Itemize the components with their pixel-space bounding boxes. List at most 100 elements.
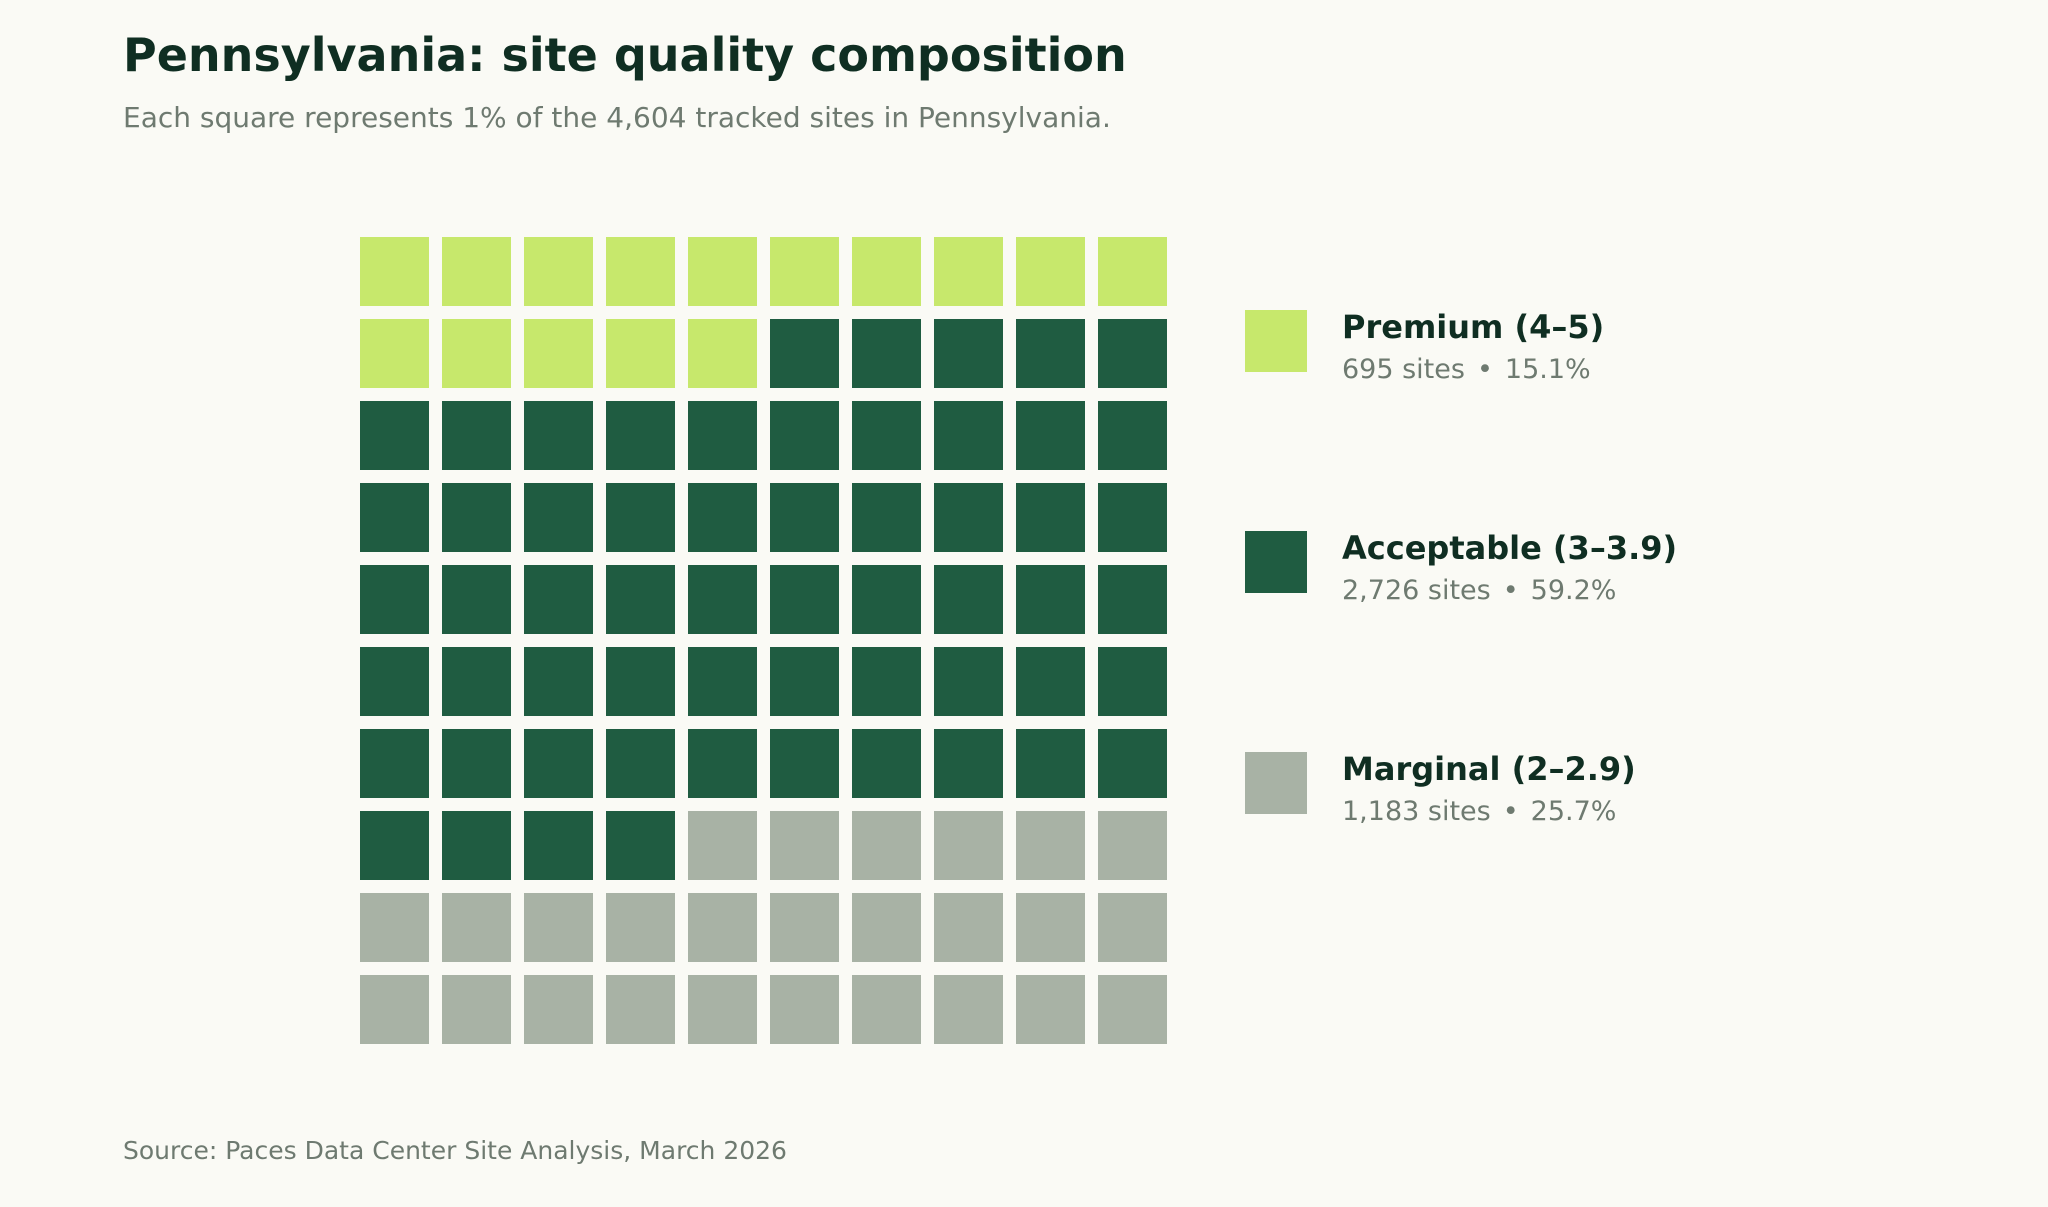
waffle-square-acceptable [1016,401,1085,470]
waffle-square-acceptable [606,647,675,716]
waffle-square-premium [360,237,429,306]
legend-label-acceptable: Acceptable (3–3.9) [1342,529,1678,567]
waffle-square-marginal [934,811,1003,880]
waffle-square-premium [442,237,511,306]
waffle-square-acceptable [852,401,921,470]
waffle-square-acceptable [524,811,593,880]
waffle-square-acceptable [934,647,1003,716]
waffle-square-acceptable [770,483,839,552]
waffle-square-acceptable [606,729,675,798]
waffle-grid [360,237,1167,1044]
waffle-square-acceptable [360,401,429,470]
waffle-square-acceptable [770,647,839,716]
waffle-square-marginal [770,975,839,1044]
waffle-square-premium [360,319,429,388]
legend-swatch-acceptable [1245,531,1307,593]
waffle-square-acceptable [852,565,921,634]
waffle-square-marginal [524,893,593,962]
legend-percent-acceptable: 59.2% [1530,575,1617,606]
waffle-square-acceptable [1016,729,1085,798]
waffle-square-acceptable [606,565,675,634]
chart-title: Pennsylvania: site quality composition [123,28,1127,82]
waffle-square-acceptable [360,565,429,634]
waffle-square-premium [1098,237,1167,306]
waffle-square-acceptable [688,565,757,634]
waffle-square-acceptable [934,565,1003,634]
waffle-square-acceptable [770,565,839,634]
legend-item-acceptable: Acceptable (3–3.9) 2,726 sites • 59.2% [1245,529,1945,619]
waffle-square-acceptable [770,319,839,388]
legend-separator: • [1476,354,1493,385]
waffle-square-acceptable [688,401,757,470]
waffle-square-acceptable [770,401,839,470]
waffle-square-marginal [360,975,429,1044]
legend-percent-premium: 15.1% [1504,354,1591,385]
waffle-square-premium [606,237,675,306]
waffle-square-acceptable [770,729,839,798]
chart-subtitle: Each square represents 1% of the 4,604 t… [123,101,1111,134]
waffle-square-acceptable [1098,729,1167,798]
legend-detail-premium: 695 sites • 15.1% [1342,354,1591,385]
waffle-square-premium [934,237,1003,306]
waffle-square-acceptable [1098,565,1167,634]
legend-item-marginal: Marginal (2–2.9) 1,183 sites • 25.7% [1245,750,1945,840]
waffle-square-premium [442,319,511,388]
waffle-square-premium [606,319,675,388]
legend-item-premium: Premium (4–5) 695 sites • 15.1% [1245,308,1945,398]
waffle-square-acceptable [1098,483,1167,552]
legend-detail-acceptable: 2,726 sites • 59.2% [1342,575,1616,606]
waffle-square-acceptable [1098,401,1167,470]
waffle-square-acceptable [524,565,593,634]
waffle-square-marginal [1016,893,1085,962]
waffle-square-acceptable [934,401,1003,470]
legend-sites-acceptable: 2,726 sites [1342,575,1491,606]
waffle-square-acceptable [442,565,511,634]
waffle-square-acceptable [360,483,429,552]
waffle-square-premium [524,319,593,388]
waffle-square-acceptable [934,483,1003,552]
waffle-square-marginal [770,811,839,880]
waffle-square-acceptable [606,401,675,470]
waffle-square-acceptable [688,647,757,716]
waffle-square-acceptable [852,319,921,388]
legend-separator: • [1502,796,1519,827]
legend-label-premium: Premium (4–5) [1342,308,1605,346]
chart-source: Source: Paces Data Center Site Analysis,… [123,1136,787,1165]
waffle-square-acceptable [524,483,593,552]
waffle-square-premium [688,319,757,388]
waffle-square-acceptable [442,401,511,470]
waffle-square-marginal [1016,975,1085,1044]
waffle-square-acceptable [606,811,675,880]
waffle-square-marginal [606,975,675,1044]
legend-label-marginal: Marginal (2–2.9) [1342,750,1636,788]
waffle-square-marginal [1098,975,1167,1044]
waffle-square-marginal [770,893,839,962]
waffle-square-acceptable [1016,483,1085,552]
waffle-square-marginal [852,893,921,962]
waffle-square-acceptable [1098,319,1167,388]
waffle-square-premium [770,237,839,306]
legend-detail-marginal: 1,183 sites • 25.7% [1342,796,1616,827]
waffle-square-acceptable [852,647,921,716]
waffle-square-marginal [688,811,757,880]
waffle-square-marginal [1098,893,1167,962]
waffle-square-acceptable [524,647,593,716]
waffle-square-marginal [606,893,675,962]
waffle-square-premium [688,237,757,306]
waffle-square-acceptable [1016,647,1085,716]
waffle-square-marginal [934,893,1003,962]
waffle-square-marginal [688,975,757,1044]
waffle-square-acceptable [606,483,675,552]
waffle-square-acceptable [442,483,511,552]
legend-sites-premium: 695 sites [1342,354,1465,385]
waffle-square-premium [524,237,593,306]
waffle-square-acceptable [1016,565,1085,634]
waffle-square-marginal [934,975,1003,1044]
waffle-square-marginal [1098,811,1167,880]
waffle-square-acceptable [852,729,921,798]
waffle-square-acceptable [360,729,429,798]
waffle-square-marginal [852,811,921,880]
waffle-square-acceptable [442,647,511,716]
legend-sites-marginal: 1,183 sites [1342,796,1491,827]
waffle-square-acceptable [442,729,511,798]
